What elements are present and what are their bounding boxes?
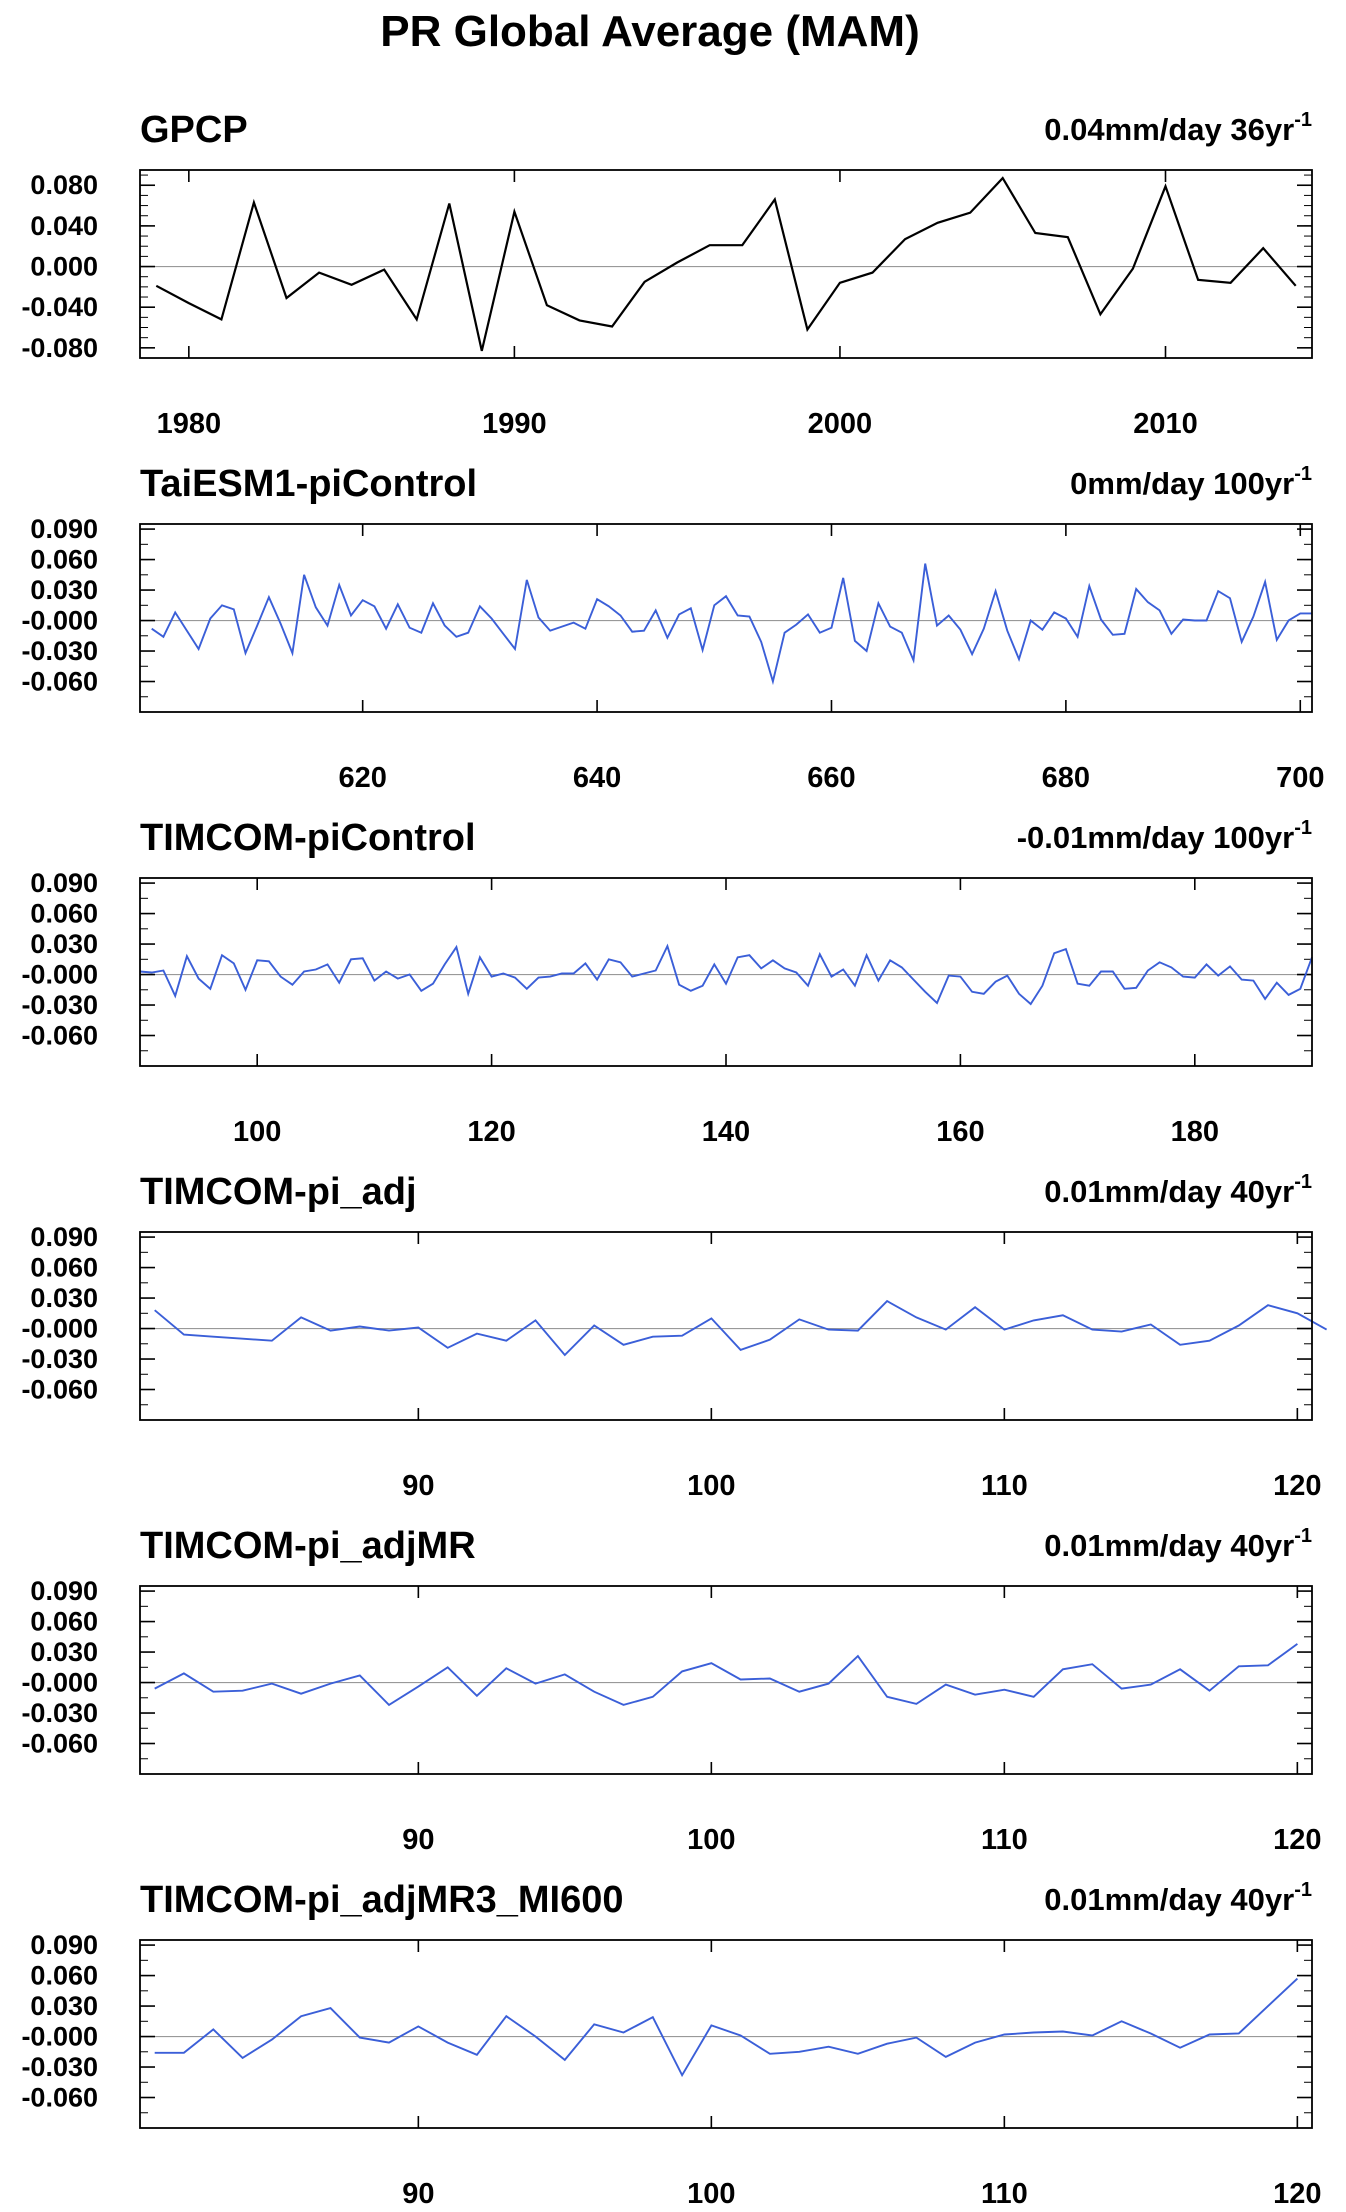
plot-frame <box>139 877 1313 1067</box>
y-tick-label: -0.060 <box>21 1375 98 1405</box>
y-tick-label: 0.090 <box>30 1930 98 1960</box>
series-line <box>155 176 1297 352</box>
panel-title: GPCP <box>140 109 248 151</box>
y-tick-label: 0.090 <box>30 514 98 544</box>
trend-label: 0.01mm/day 40yr-1 <box>1044 1525 1312 1563</box>
x-tick-label: 180 <box>1171 1116 1219 1148</box>
series-line <box>151 563 1312 686</box>
trend-label: -0.01mm/day 100yr-1 <box>1017 817 1312 855</box>
chart-panel-6: TIMCOM-pi_adjMR3_MI600 0.01mm/day 40yr-1 0… <box>21 1879 1321 2210</box>
x-tick-label: 110 <box>981 1470 1028 1502</box>
y-tick-label: 0.060 <box>30 1961 98 1991</box>
x-tick-label: 100 <box>687 1824 735 1856</box>
series-line <box>154 1643 1298 1707</box>
x-tick-label: 120 <box>1273 1470 1321 1502</box>
y-tick-label: -0.000 <box>21 960 98 990</box>
x-tick-label: 90 <box>402 2178 434 2210</box>
y-tick-label: 0.030 <box>30 1283 98 1313</box>
x-tick-label: 120 <box>1273 2178 1321 2210</box>
y-tick-label: -0.030 <box>21 990 98 1020</box>
y-tick-label: 0.090 <box>30 1222 98 1252</box>
x-tick-label: 620 <box>338 762 386 794</box>
trend-label: 0.01mm/day 40yr-1 <box>1044 1879 1312 1917</box>
series-line <box>154 1299 1328 1357</box>
x-tick-label: 2010 <box>1133 408 1198 440</box>
x-tick-label: 100 <box>233 1116 281 1148</box>
plot-frame <box>139 1939 1313 2129</box>
y-tick-label: -0.000 <box>21 1668 98 1698</box>
x-tick-label: 110 <box>981 2178 1028 2210</box>
chart-panel-2: TaiESM1-piControl 0mm/day 100yr-10.0900.0… <box>21 463 1324 794</box>
plot-frame <box>139 523 1313 713</box>
plot-frame <box>139 169 1313 359</box>
y-tick-label: 0.060 <box>30 899 98 929</box>
figure-title: PR Global Average (MAM) <box>380 7 919 56</box>
y-tick-label: 0.040 <box>30 211 98 241</box>
y-tick-label: -0.030 <box>21 636 98 666</box>
y-tick-label: 0.000 <box>30 252 98 282</box>
y-tick-label: 0.030 <box>30 575 98 605</box>
y-tick-label: -0.080 <box>21 333 98 363</box>
x-tick-label: 140 <box>702 1116 750 1148</box>
y-tick-label: 0.090 <box>30 868 98 898</box>
x-tick-label: 1980 <box>157 408 222 440</box>
x-tick-label: 100 <box>687 2178 735 2210</box>
y-tick-label: 0.030 <box>30 929 98 959</box>
y-tick-label: -0.000 <box>21 1314 98 1344</box>
y-tick-label: 0.060 <box>30 545 98 575</box>
y-tick-label: -0.000 <box>21 606 98 636</box>
trend-label: 0mm/day 100yr-1 <box>1070 463 1312 501</box>
x-tick-label: 640 <box>573 762 621 794</box>
chart-panel-5: TIMCOM-pi_adjMR 0.01mm/day 40yr-10.0900.0… <box>21 1525 1321 1856</box>
plot-frame <box>139 1231 1313 1421</box>
x-tick-label: 100 <box>687 1470 735 1502</box>
panel-title: TIMCOM-pi_adj <box>140 1171 417 1213</box>
panel-title: TIMCOM-pi_adjMR <box>140 1525 476 1567</box>
y-tick-label: -0.060 <box>21 667 98 697</box>
y-tick-label: -0.030 <box>21 1698 98 1728</box>
x-tick-label: 120 <box>1273 1824 1321 1856</box>
trend-label: 0.04mm/day 36yr-1 <box>1044 109 1312 147</box>
x-tick-label: 680 <box>1042 762 1090 794</box>
chart-panel-1: GPCP 0.04mm/day 36yr-1 0.080 0.040 0.000 -0.0… <box>21 109 1313 440</box>
x-tick-label: 1990 <box>482 408 547 440</box>
x-tick-label: 120 <box>467 1116 515 1148</box>
series-line <box>139 943 1313 1006</box>
y-tick-label: 0.060 <box>30 1253 98 1283</box>
x-tick-label: 110 <box>981 1824 1028 1856</box>
series-line <box>154 1977 1299 2078</box>
y-tick-label: -0.040 <box>21 292 98 322</box>
y-tick-label: -0.030 <box>21 2052 98 2082</box>
y-tick-label: -0.060 <box>21 1021 98 1051</box>
x-tick-label: 160 <box>936 1116 984 1148</box>
y-tick-label: 0.080 <box>30 170 98 200</box>
x-tick-label: 700 <box>1276 762 1324 794</box>
x-tick-label: 2000 <box>808 408 873 440</box>
x-tick-label: 90 <box>402 1824 434 1856</box>
y-tick-label: -0.030 <box>21 1344 98 1374</box>
y-tick-label: -0.000 <box>21 2022 98 2052</box>
y-tick-label: 0.090 <box>30 1576 98 1606</box>
panel-title: TIMCOM-pi_adjMR3_MI600 <box>140 1879 624 1921</box>
panel-title: TIMCOM-piControl <box>140 817 476 859</box>
trend-label: 0.01mm/day 40yr-1 <box>1044 1171 1312 1209</box>
x-tick-label: 660 <box>807 762 855 794</box>
y-tick-label: 0.060 <box>30 1607 98 1637</box>
y-tick-label: -0.060 <box>21 2083 98 2113</box>
chart-panel-4: TIMCOM-pi_adj 0.01mm/day 40yr-1 0.0900.060… <box>21 1171 1328 1502</box>
panel-title: TaiESM1-piControl <box>140 463 477 505</box>
y-tick-label: 0.030 <box>30 1637 98 1667</box>
chart-panel-3: TIMCOM-piControl -0.01mm/day 100yr-1 0.090… <box>21 817 1313 1148</box>
y-tick-label: -0.060 <box>21 1729 98 1759</box>
plot-frame <box>139 1585 1313 1775</box>
x-tick-label: 90 <box>402 1470 434 1502</box>
panels: GPCP 0.04mm/day 36yr-1 0.080 0.040 0.000 -0.0… <box>21 109 1328 2210</box>
y-tick-label: 0.030 <box>30 1991 98 2021</box>
